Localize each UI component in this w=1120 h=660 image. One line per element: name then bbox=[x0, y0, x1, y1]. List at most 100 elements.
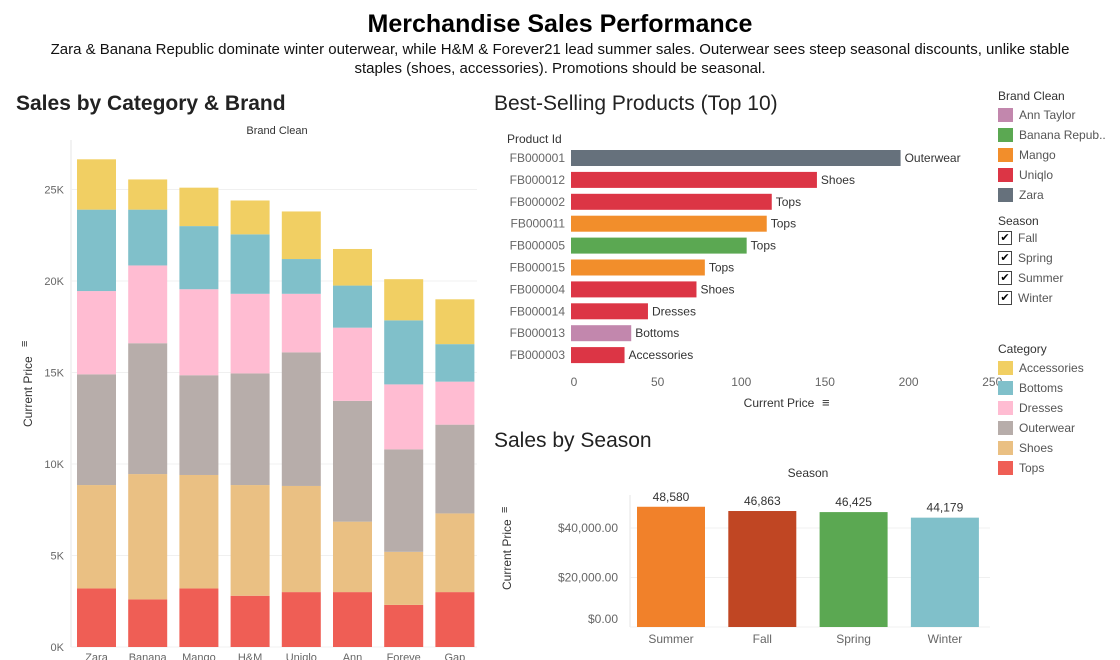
product-bar-label: Tops bbox=[709, 261, 734, 275]
bar-segment-shoes bbox=[333, 521, 372, 593]
brand-legend-item-uniqlo[interactable]: Uniqlo bbox=[998, 165, 1116, 185]
x-tick-label: Zara bbox=[85, 652, 109, 660]
product-id-label: FB000002 bbox=[510, 195, 566, 209]
product-bar bbox=[571, 303, 648, 320]
bar-segment-dresses bbox=[281, 293, 321, 353]
bar-segment-tops bbox=[77, 588, 116, 647]
checkbox[interactable]: ✔ bbox=[998, 291, 1012, 305]
season-value-label: 44,179 bbox=[927, 501, 964, 515]
bar-segment-accessories bbox=[128, 179, 168, 210]
season-filter-item-fall[interactable]: ✔ Fall bbox=[998, 228, 1116, 248]
checkbox[interactable]: ✔ bbox=[998, 251, 1012, 265]
bar-segment-bottoms bbox=[128, 209, 168, 266]
sort-icon: ≡ bbox=[822, 395, 830, 410]
x-tick-label: 150 bbox=[815, 375, 835, 389]
bar-segment-tops bbox=[384, 604, 424, 647]
category-legend-label: Outerwear bbox=[1019, 421, 1076, 435]
category-legend-item-shoes[interactable]: Shoes bbox=[998, 438, 1116, 458]
product-id-label: FB000015 bbox=[510, 261, 566, 275]
bar-segment-tops bbox=[333, 592, 372, 647]
color-swatch bbox=[998, 148, 1013, 162]
category-legend-item-dresses[interactable]: Dresses bbox=[998, 398, 1116, 418]
season-filter-label: Fall bbox=[1018, 231, 1038, 245]
checkbox[interactable]: ✔ bbox=[998, 271, 1012, 285]
product-bar bbox=[571, 325, 632, 342]
brand-legend-label: Banana Repub.. bbox=[1019, 128, 1106, 142]
season-value-label: 48,580 bbox=[653, 490, 690, 504]
bar-segment-tops bbox=[179, 588, 219, 647]
x-tick-label: Banana bbox=[129, 652, 168, 660]
brand-legend-item-ann-taylor[interactable]: Ann Taylor bbox=[998, 105, 1116, 125]
x-tick-label: 100 bbox=[731, 375, 751, 389]
category-legend-label: Tops bbox=[1019, 461, 1045, 475]
section-title-top10: Best-Selling Products (Top 10) bbox=[494, 92, 778, 115]
product-id-label: FB000001 bbox=[510, 151, 566, 165]
color-swatch bbox=[998, 108, 1013, 122]
product-bar bbox=[571, 171, 817, 188]
y-tick-label: 0K bbox=[51, 642, 65, 654]
color-swatch bbox=[998, 361, 1013, 375]
brand-legend: Brand Clean Ann Taylor Banana Repub.. Mang… bbox=[998, 89, 1116, 205]
bar-segment-shoes bbox=[128, 474, 168, 600]
bar-segment-outerwear bbox=[333, 400, 372, 522]
bar-segment-shoes bbox=[179, 474, 219, 589]
bar-segment-dresses bbox=[384, 384, 424, 450]
color-swatch bbox=[998, 168, 1013, 182]
brand-legend-item-banana-repub[interactable]: Banana Repub.. bbox=[998, 125, 1116, 145]
x-tick-label: 0 bbox=[571, 375, 578, 389]
product-id-label: FB000003 bbox=[510, 348, 566, 362]
season-filter-item-summer[interactable]: ✔ Summer bbox=[998, 268, 1116, 288]
bar-segment-bottoms bbox=[230, 234, 270, 294]
bar-segment-tops bbox=[435, 592, 475, 647]
bar-segment-outerwear bbox=[230, 373, 270, 486]
season-bar bbox=[819, 512, 888, 627]
category-legend-label: Bottoms bbox=[1019, 381, 1064, 395]
checkbox[interactable]: ✔ bbox=[998, 231, 1012, 245]
sort-icon: ≡ bbox=[19, 341, 31, 347]
color-swatch bbox=[998, 421, 1013, 435]
x-tick-label: 50 bbox=[651, 375, 665, 389]
season-filter-item-spring[interactable]: ✔ Spring bbox=[998, 248, 1116, 268]
color-swatch bbox=[998, 128, 1013, 142]
x-axis-title: Brand Clean bbox=[246, 125, 307, 137]
bar-segment-accessories bbox=[77, 159, 116, 210]
category-legend-item-outerwear[interactable]: Outerwear bbox=[998, 418, 1116, 438]
bar-segment-accessories bbox=[230, 200, 270, 235]
season-tick-label: Fall bbox=[753, 632, 772, 646]
brand-legend-label: Ann Taylor bbox=[1019, 108, 1076, 122]
category-legend-item-tops[interactable]: Tops bbox=[998, 458, 1116, 478]
category-legend-item-accessories[interactable]: Accessories bbox=[998, 358, 1116, 378]
section-title-season: Sales by Season bbox=[494, 429, 652, 452]
season-bar bbox=[728, 511, 797, 627]
color-swatch bbox=[998, 461, 1013, 475]
product-id-label: FB000013 bbox=[510, 326, 566, 340]
product-bar bbox=[571, 150, 901, 166]
category-legend-item-bottoms[interactable]: Bottoms bbox=[998, 378, 1116, 398]
brand-legend-item-mango[interactable]: Mango bbox=[998, 145, 1116, 165]
bar-segment-bottoms bbox=[281, 259, 321, 294]
bar-segment-outerwear bbox=[435, 424, 475, 514]
season-filter-label: Spring bbox=[1018, 251, 1053, 265]
brand-legend-title: Brand Clean bbox=[998, 89, 1065, 103]
bar-segment-tops bbox=[281, 592, 321, 647]
color-swatch bbox=[998, 381, 1013, 395]
y-axis-title: Current Price bbox=[21, 356, 35, 427]
season-bar bbox=[637, 506, 705, 627]
bar-segment-tops bbox=[230, 595, 270, 647]
bar-segment-bottoms bbox=[77, 209, 116, 292]
product-bar bbox=[571, 347, 625, 364]
bar-segment-shoes bbox=[230, 485, 270, 596]
y-tick-label: 5K bbox=[51, 551, 65, 563]
product-bar bbox=[571, 193, 772, 210]
bar-segment-outerwear bbox=[281, 352, 321, 486]
brand-legend-item-zara[interactable]: Zara bbox=[998, 185, 1116, 205]
category-legend-label: Dresses bbox=[1019, 401, 1064, 415]
y-tick-label: $40,000.00 bbox=[558, 521, 618, 535]
season-filter-item-winter[interactable]: ✔ Winter bbox=[998, 288, 1116, 308]
product-bar-label: Accessories bbox=[629, 348, 694, 362]
product-bar-label: Tops bbox=[776, 195, 801, 209]
x-tick-label: Mango bbox=[182, 652, 216, 660]
bar-segment-bottoms bbox=[435, 344, 475, 382]
category-legend-label: Shoes bbox=[1019, 441, 1054, 455]
